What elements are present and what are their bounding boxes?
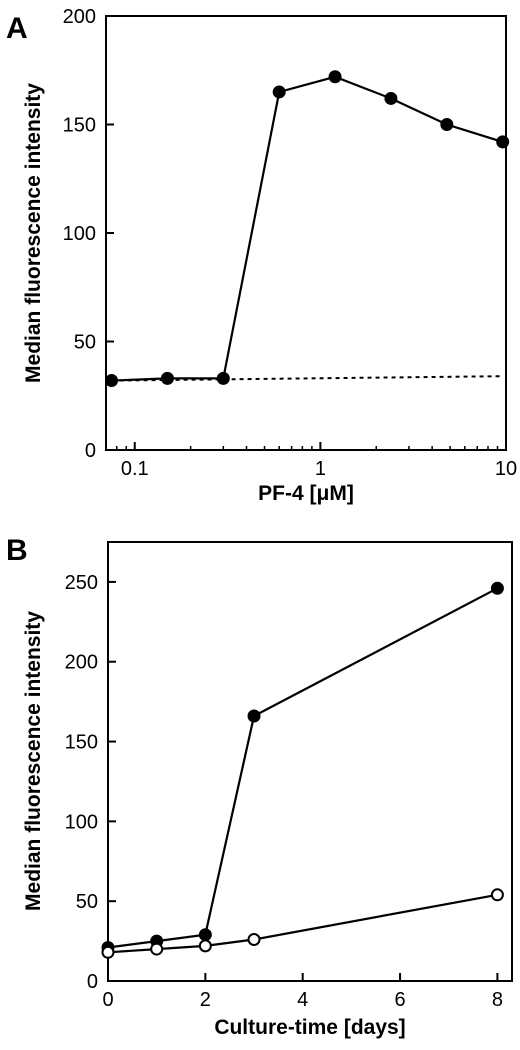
series-line [107,587,498,949]
y-tick-label: 200 [63,6,96,28]
x-tick-label: 0.1 [121,458,149,480]
y-axis-label-b: Median fluorescence intensity [22,611,45,911]
data-point-open [150,942,164,956]
plot-frame-b [107,541,513,982]
data-point-filled [440,118,454,131]
data-point-open [490,888,504,902]
x-tick-label: 0 [102,989,113,1011]
series-line [111,75,504,382]
x-tick-label: 10 [495,458,517,480]
x-tick-label: 2 [200,989,211,1011]
panel-label-a: A [6,12,28,45]
data-point-filled [160,371,174,385]
x-tick-label: 8 [492,989,503,1011]
plot-frame-a [105,15,507,451]
data-point-filled [216,371,230,385]
data-point-filled [105,374,119,388]
series-lines-b [107,587,498,954]
y-tick-label: 250 [65,572,98,594]
x-tick-label: 6 [394,989,405,1011]
x-axis-label-a: PF-4 [μM] [258,482,354,505]
series-lines-a [111,75,504,382]
ticks-b: 0 50 100 150 200 250 0 2 4 6 8 [65,572,503,1011]
data-point-open [101,945,115,959]
y-tick-label: 0 [87,971,98,993]
series-line [107,893,498,954]
data-point-filled [328,70,342,84]
y-tick-label: 50 [74,332,96,354]
data-point-filled [384,91,398,105]
y-tick-label: 200 [65,652,98,674]
data-point-open [247,932,261,946]
x-axis-label-b: Culture-time [days] [214,1016,405,1039]
y-tick-label: 100 [65,811,98,833]
series-points-a [105,70,510,388]
panel-label-b: B [6,534,28,567]
y-axis-label-a: Median fluorescence intensity [22,83,45,383]
y-tick-label: 0 [85,440,96,462]
data-point-filled [490,581,504,595]
data-point-filled [198,928,212,942]
y-tick-label: 150 [63,115,96,137]
y-tick-label: 50 [76,891,98,913]
y-tick-label: 100 [63,223,96,245]
x-tick-label: 1 [315,458,326,480]
chart-panel-a: A 0 50 100 150 200 0.1 1 10 PF-4 [μM] Median fl… [6,6,517,505]
data-point-filled [247,709,261,723]
baseline-dotted-line [111,375,503,382]
series-points-b [101,581,504,959]
x-tick-label: 4 [297,989,308,1011]
chart-panel-b: B 0 50 100 150 200 250 0 2 4 6 8 Culture-time [day… [6,534,513,1039]
ticks-a: 0 50 100 150 200 0.1 1 10 [63,6,518,480]
y-tick-label: 150 [65,732,98,754]
data-point-filled [496,135,510,149]
data-point-open [198,939,212,953]
data-point-filled [272,85,286,99]
